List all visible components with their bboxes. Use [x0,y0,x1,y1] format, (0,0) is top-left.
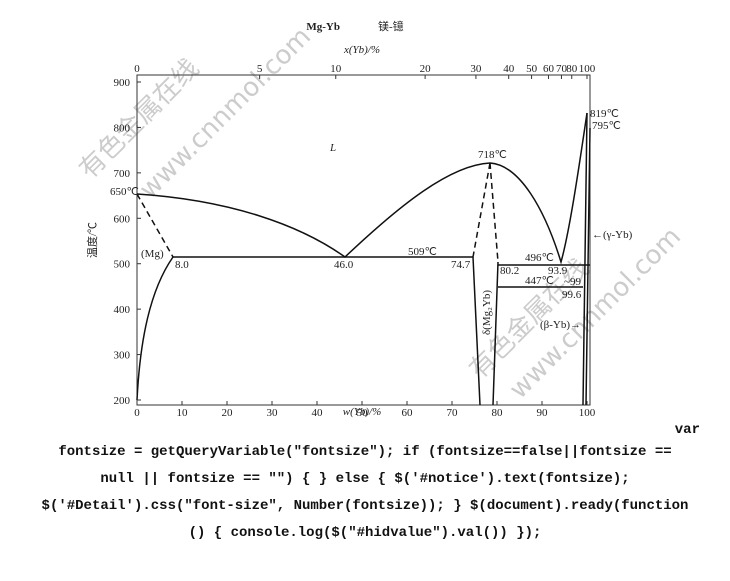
annotation: L [329,142,336,154]
annotation: (Mg) [141,248,164,260]
annotation: 93.9 [548,265,568,277]
x-tick-label: 40 [312,407,324,419]
annotation: (β-Yb)→ [540,319,581,331]
top-tick-label: 5 [257,63,263,75]
top-tick-label: 10 [330,63,342,75]
top-tick-label: 100 [579,63,596,75]
y-tick-label: 400 [114,304,131,316]
phase-diagram: 有色金属在线 www.cnnmol.com 有色金属在线 www.cnnmol.… [74,19,687,419]
annotation: 8.0 [175,259,189,271]
x-tick-label: 80 [492,407,504,419]
x-tick-label: 70 [447,407,459,419]
annotation: 650℃ [110,186,139,198]
code-text: fontsize = getQueryVariable("fontsize");… [58,444,672,460]
top-axis-label: x(Yb)/% [343,44,380,56]
top-tick-label: 0 [134,63,140,75]
mg-solvus [136,256,174,401]
annotation: 46.0 [334,259,354,271]
y-tick-label: 700 [114,168,131,180]
boundary [173,256,583,406]
liquidus [136,112,588,265]
code-text: () { console.log($("#hidvalue").val()) }… [188,525,542,541]
x-tick-label: 90 [537,407,549,419]
annotation: ←(γ-Yb) [592,229,633,241]
bottom-axis-label: w(Yb)/% [343,406,382,418]
x-tick-label: 30 [267,407,279,419]
y-tick-label: 300 [114,350,131,362]
code-text: $('#Detail').css("font-size", Number(fon… [41,498,689,514]
annotation: δ(Mg₂Yb) [481,290,493,335]
top-tick-label: 80 [566,63,578,75]
code-text: var [674,422,700,438]
x-tick-label: 100 [579,407,596,419]
annotation: 718℃ [478,149,507,161]
x-tick-label: 60 [402,407,414,419]
y-tick-label: 600 [114,213,131,225]
title-cn: 镁-镱 [378,19,404,33]
x-tick-label: 0 [134,407,140,419]
top-tick-label: 60 [543,63,555,75]
annotation: 795℃ [592,120,621,132]
y-tick-label: 500 [114,259,131,271]
title: Mg-Yb [306,21,340,33]
annotation: 509℃ [408,246,437,258]
annotation: 99.6 [562,289,582,301]
yb-boundary [582,112,591,406]
x-tick-label: 10 [177,407,189,419]
annotation: 819℃ [590,108,619,120]
x-tick-label: 50 [357,407,369,419]
top-tick-label: 50 [526,63,538,75]
y-axis-label: 温度/℃ [85,222,99,258]
top-tick-label: 20 [420,63,432,75]
y-tick-label: 800 [114,122,131,134]
annotation: 496℃ [525,252,554,264]
top-tick-label: 70 [556,63,568,75]
y-tick-label: 900 [114,77,131,89]
top-tick-label: 30 [470,63,482,75]
plot-frame [136,74,591,406]
annotation: 447℃ [525,275,554,287]
top-tick-label: 40 [503,63,515,75]
annotation: 80.2 [500,265,519,277]
phase-lines [136,112,591,406]
y-tick-label: 200 [114,395,131,407]
code-text: null || fontsize == "") { } else { $('#n… [100,471,630,487]
dashed-boundary [136,162,499,263]
annotation: ~99 [564,276,581,288]
annotation: 74.7 [451,259,471,271]
x-tick-label: 20 [222,407,234,419]
